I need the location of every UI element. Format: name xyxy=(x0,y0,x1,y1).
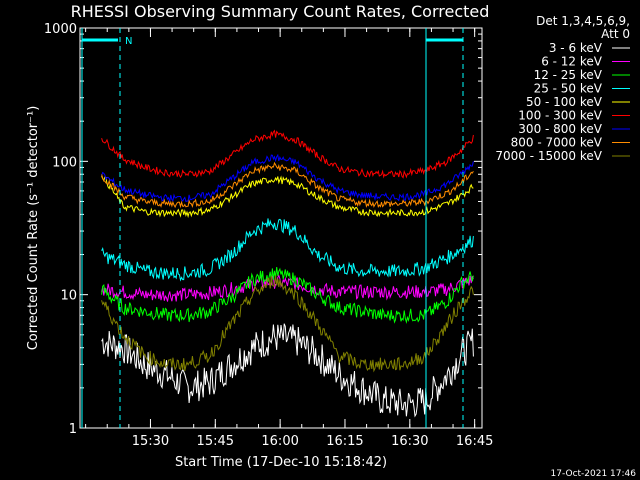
legend-label: 6 - 12 keV xyxy=(541,55,603,69)
y-tick-label: 1 xyxy=(69,422,77,437)
header-line-2: Att 0 xyxy=(601,27,630,41)
series-line-7 xyxy=(101,161,474,209)
series-line-0 xyxy=(101,323,474,418)
y-axis: 1 10 100 1000 xyxy=(44,22,482,437)
legend-label: 12 - 25 keV xyxy=(534,68,603,82)
x-axis: 15:30 15:45 16:00 16:15 16:30 16:45 xyxy=(85,28,493,449)
series-line-4 xyxy=(101,175,474,219)
legend-label: 7000 - 15000 keV xyxy=(495,149,602,163)
x-tick-label: 16:00 xyxy=(261,434,298,449)
flag-markers: N xyxy=(81,28,464,428)
y-tick-label: 1000 xyxy=(44,22,77,37)
x-tick-label: 16:30 xyxy=(391,434,428,449)
y-tick-label: 100 xyxy=(52,155,77,170)
y-axis-label: Corrected Count Rate (s⁻¹ detector⁻¹) xyxy=(26,106,41,351)
legend-label: 800 - 7000 keV xyxy=(511,136,603,150)
y-tick-label: 10 xyxy=(60,289,77,304)
series-line-3 xyxy=(101,218,474,282)
x-axis-label: Start Time (17-Dec-10 15:18:42) xyxy=(175,455,387,470)
series-line-1 xyxy=(101,274,474,302)
header-line-1: Det 1,3,4,5,6,9, xyxy=(536,14,630,28)
plot-frame xyxy=(79,27,483,429)
legend-label: 3 - 6 keV xyxy=(549,41,603,55)
flag-label: N xyxy=(125,36,132,47)
legend-label: 25 - 50 keV xyxy=(534,82,603,96)
series-line-8 xyxy=(101,275,474,373)
series-line-6 xyxy=(101,153,474,203)
series-line-5 xyxy=(101,129,474,179)
series-layer xyxy=(101,129,474,418)
legend-label: 50 - 100 keV xyxy=(526,95,603,109)
footer-date: 17-Oct-2021 17:46 xyxy=(551,469,637,479)
legend-label: 100 - 300 keV xyxy=(518,109,602,123)
x-tick-label: 16:15 xyxy=(326,434,363,449)
legend-label: 300 - 800 keV xyxy=(518,122,602,136)
x-tick-label: 16:45 xyxy=(456,434,493,449)
series-line-2 xyxy=(101,267,474,324)
x-tick-label: 15:45 xyxy=(197,434,234,449)
x-tick-label: 15:30 xyxy=(132,434,169,449)
chart-title: RHESSI Observing Summary Count Rates, Co… xyxy=(71,2,490,21)
